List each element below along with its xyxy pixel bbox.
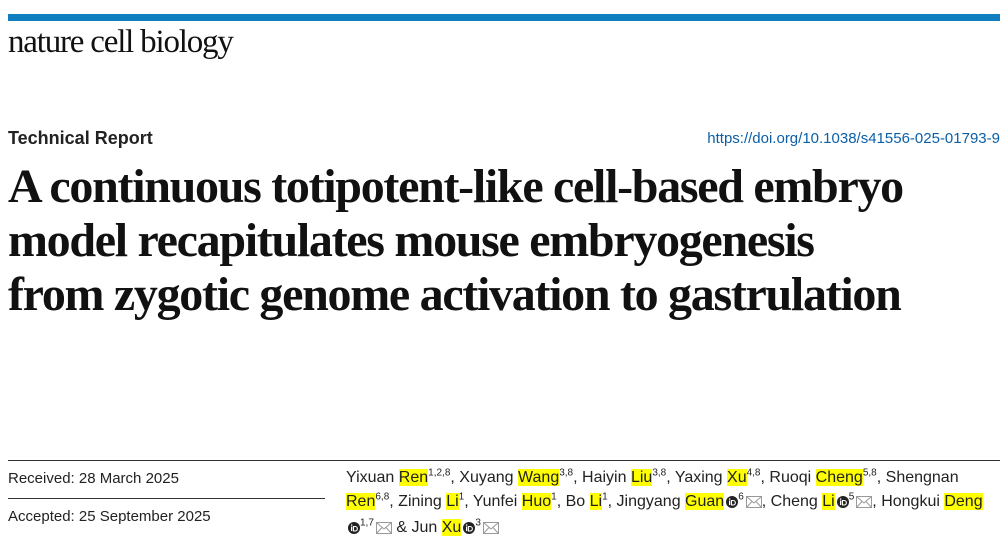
author: Yunfei Huo1, <box>472 491 562 510</box>
separator: , <box>607 493 613 510</box>
author-list: Yixuan Ren1,2,8, Xuyang Wang3,8, Haiyin … <box>346 466 996 539</box>
surname: Liu <box>630 469 653 486</box>
divider <box>8 498 325 499</box>
affiliation: 3 <box>475 517 481 529</box>
author: Xuyang Wang3,8, <box>459 467 578 486</box>
article-type: Technical Report <box>8 128 153 148</box>
surname: Cheng <box>815 469 863 486</box>
doi-link[interactable]: https://doi.org/10.1038/s41556-025-01793… <box>707 130 1000 147</box>
author: Yixuan Ren1,2,8, <box>346 467 455 486</box>
given-name: Hongkui <box>881 493 940 510</box>
separator: , <box>872 493 877 510</box>
email-icon[interactable] <box>482 518 499 539</box>
given-name: Haiyin <box>582 469 627 486</box>
separator: , <box>760 469 765 486</box>
separator: , <box>573 469 578 486</box>
given-name: Shengnan <box>885 469 959 486</box>
author: Bo Li1, <box>565 491 613 510</box>
separator: , <box>666 469 671 486</box>
author: Zining Li1, <box>398 491 469 510</box>
separator: , <box>389 493 394 510</box>
surname: Wang <box>518 469 560 486</box>
received-date: Received: 28 March 2025 <box>8 470 179 487</box>
orcid-icon[interactable] <box>726 492 739 516</box>
surname: Xu <box>441 519 462 536</box>
affiliation: 1 <box>602 491 608 503</box>
author: Haiyin Liu3,8, <box>582 467 671 486</box>
affiliation: 5 <box>848 491 855 503</box>
accepted-date: Accepted: 25 September 2025 <box>8 508 211 525</box>
affiliation: 1 <box>458 491 465 503</box>
given-name: Bo <box>565 493 586 510</box>
affiliation: 1,7 <box>360 517 374 529</box>
affiliation: 4,8 <box>746 467 761 479</box>
given-name: Cheng <box>770 493 818 510</box>
separator: , <box>450 469 455 486</box>
orcid-icon[interactable] <box>348 518 360 539</box>
author: Yaxing Xu4,8, <box>674 467 765 486</box>
given-name: Yaxing <box>674 469 723 486</box>
given-name: Jingyang <box>616 493 681 510</box>
surname: Li <box>589 493 603 510</box>
surname: Huo <box>521 493 552 510</box>
email-icon[interactable] <box>745 492 762 516</box>
email-icon[interactable] <box>375 518 392 539</box>
given-name: Yunfei <box>472 493 518 510</box>
email-icon[interactable] <box>856 492 873 516</box>
author: Ruoqi Cheng5,8, <box>769 467 882 486</box>
top-bar <box>8 14 1000 21</box>
author: Hongkui Deng 1,7 <box>346 493 983 536</box>
separator: , <box>761 493 767 510</box>
given-name: Xuyang <box>459 469 514 486</box>
divider <box>8 460 1000 461</box>
surname: Li <box>446 493 459 510</box>
affiliation: 3,8 <box>559 467 574 479</box>
article-title: A continuous totipotent-like cell-based … <box>8 160 904 321</box>
author: Cheng Li 5, <box>770 491 877 510</box>
author: Shengnan Ren6,8, <box>346 469 959 510</box>
separator: , <box>876 469 882 486</box>
surname: Li <box>822 493 835 510</box>
surname: Ren <box>398 469 429 486</box>
surname: Deng <box>944 493 983 510</box>
affiliation: 5,8 <box>862 467 877 479</box>
orcid-icon[interactable] <box>463 518 476 539</box>
affiliation: 6 <box>738 491 744 503</box>
author: & Jun Xu 3 <box>396 517 499 539</box>
given-name: Jun <box>411 519 438 536</box>
orcid-icon[interactable] <box>836 492 849 516</box>
conjunction: & <box>396 519 408 536</box>
journal-name: nature cell biology <box>8 24 234 60</box>
surname: Guan <box>685 493 725 510</box>
surname: Ren <box>346 493 376 510</box>
affiliation: 1 <box>551 491 557 503</box>
author: Jingyang Guan 6, <box>616 491 767 510</box>
affiliation: 1,2,8 <box>428 467 451 479</box>
affiliation: 6,8 <box>375 491 390 503</box>
separator: , <box>556 493 562 510</box>
given-name: Ruoqi <box>769 469 812 486</box>
affiliation: 3,8 <box>652 467 667 479</box>
surname: Xu <box>727 469 747 486</box>
given-name: Yixuan <box>346 469 395 486</box>
given-name: Zining <box>398 493 442 510</box>
separator: , <box>464 493 469 510</box>
